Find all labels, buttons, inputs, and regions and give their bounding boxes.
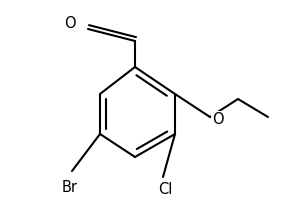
Text: O: O <box>212 112 224 127</box>
Text: Cl: Cl <box>158 181 172 196</box>
Text: O: O <box>64 16 76 31</box>
Text: Br: Br <box>62 179 78 194</box>
